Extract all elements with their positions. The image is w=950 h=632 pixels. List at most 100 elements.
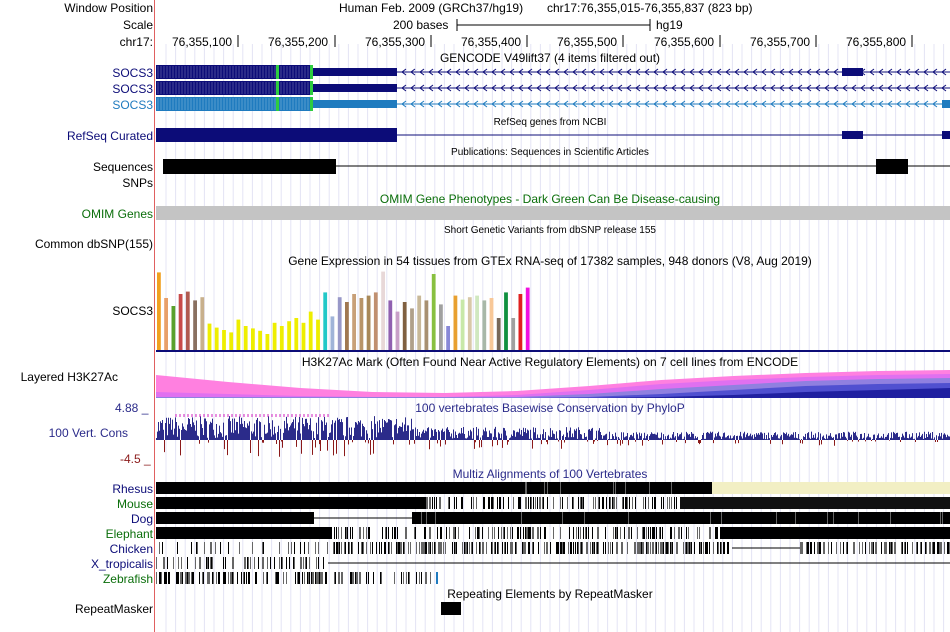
strand-arrow (527, 100, 533, 108)
strand-arrow (491, 84, 497, 92)
omim-track-label[interactable]: OMIM Genes (81, 207, 153, 221)
multiz-block (156, 512, 314, 524)
rmsk-track-label[interactable]: RepeatMasker (74, 602, 153, 616)
strand-arrow (536, 100, 542, 108)
strand-arrow (626, 84, 632, 92)
strand-arrow (662, 68, 668, 76)
multiz-species-label[interactable]: Rhesus (112, 482, 153, 496)
gtex-bar (171, 306, 176, 350)
strand-arrow (590, 84, 596, 92)
strand-arrow (824, 84, 830, 92)
strand-arrow (806, 68, 812, 76)
strand-arrow (518, 68, 524, 76)
multiz-track-title[interactable]: Multiz Alignments of 100 Vertebrates (452, 467, 648, 481)
strand-arrow (563, 68, 569, 76)
strand-arrow (923, 68, 929, 76)
multiz-species-label[interactable]: Mouse (116, 497, 153, 511)
dbsnp-track-title[interactable]: Short Genetic Variants from dbSNP releas… (444, 225, 656, 236)
h3k27ac-track-label[interactable]: Layered H3K27Ac (20, 370, 118, 384)
strand-arrow (482, 84, 488, 92)
gencode-transcript (156, 81, 950, 95)
strand-arrow (671, 84, 677, 92)
gencode-item-label[interactable]: SOCS3 (112, 82, 153, 96)
strand-arrow (599, 84, 605, 92)
gtex-bar (178, 294, 183, 350)
gtex-bar (193, 300, 197, 350)
multiz-species-label[interactable]: Zebrafish (102, 572, 153, 586)
strand-arrow (770, 84, 776, 92)
ruler-tick-label: 76,355,300 (365, 35, 426, 49)
gencode-track-title[interactable]: GENCODE V49lift37 (4 items filtered out) (439, 51, 661, 65)
cons-track-label[interactable]: 100 Vert. Cons (48, 426, 128, 440)
gtex-bar (352, 294, 356, 350)
multiz-block (680, 497, 950, 509)
scale-text: 200 bases (393, 18, 449, 32)
strand-arrow (815, 68, 821, 76)
strand-arrow (581, 68, 587, 76)
h3k27ac-layer (156, 388, 950, 398)
strand-arrow (455, 100, 461, 108)
strand-arrow (932, 84, 938, 92)
dbsnp-track-label[interactable]: Common dbSNP(155) (34, 237, 153, 251)
refseq-transcript (156, 128, 950, 142)
gtex-bar (301, 322, 306, 350)
strand-arrow (698, 84, 704, 92)
refseq-track-title[interactable]: RefSeq genes from NCBI (493, 117, 607, 128)
gtex-track-title[interactable]: Gene Expression in 54 tissues from GTEx … (288, 254, 812, 268)
cons-track-title[interactable]: 100 vertebrates Basewise Conservation by… (415, 401, 685, 415)
h3k27ac-track-title[interactable]: H3K27Ac Mark (Often Found Near Active Re… (301, 355, 799, 369)
strand-arrow (428, 100, 434, 108)
multiz-species-label[interactable]: Dog (130, 512, 153, 526)
strand-arrow (401, 68, 407, 76)
strand-arrow (788, 84, 794, 92)
strand-arrow (626, 100, 632, 108)
strand-arrow (806, 100, 812, 108)
strand-arrow (878, 68, 884, 76)
strand-arrow (617, 68, 623, 76)
strand-arrow (572, 68, 578, 76)
gtex-bar (402, 302, 407, 350)
pubs-block (876, 159, 908, 174)
gtex-track-label[interactable]: SOCS3 (112, 304, 153, 318)
strand-arrow (698, 100, 704, 108)
strand-arrow (554, 68, 560, 76)
strand-arrow (437, 84, 443, 92)
strand-arrow (761, 100, 767, 108)
refseq-track-label[interactable]: RefSeq Curated (66, 129, 153, 143)
multiz-rows (156, 482, 950, 584)
utr-exon (313, 100, 397, 108)
gtex-bar (424, 300, 429, 350)
gencode-item-label[interactable]: SOCS3 (112, 98, 153, 112)
rmsk-track-title[interactable]: Repeating Elements by RepeatMasker (447, 587, 653, 601)
gencode-transcript (156, 65, 950, 79)
strand-arrow (824, 100, 830, 108)
strand-arrow (662, 84, 668, 92)
strand-arrow (554, 100, 560, 108)
strand-arrow (833, 68, 839, 76)
gencode-item-label[interactable]: SOCS3 (112, 66, 153, 80)
strand-arrow (752, 100, 758, 108)
strand-arrow (878, 84, 884, 92)
strand-arrow (446, 68, 452, 76)
multiz-species-label[interactable]: Chicken (109, 542, 153, 556)
strand-arrow (518, 84, 524, 92)
strand-arrow (527, 68, 533, 76)
strand-arrow (707, 84, 713, 92)
gtex-bar (200, 297, 205, 350)
gtex-bar (207, 323, 212, 350)
strand-arrow (860, 84, 866, 92)
gtex-bar (337, 297, 342, 350)
ruler-tick-label: 76,355,700 (750, 35, 811, 49)
omim-track-title[interactable]: OMIM Gene Phenotypes - Dark Green Can Be… (379, 192, 721, 206)
pubs-track-title[interactable]: Publications: Sequences in Scientific Ar… (451, 147, 649, 158)
multiz-species-label[interactable]: Elephant (105, 527, 153, 541)
pubs-track-label[interactable]: Sequences (92, 160, 153, 174)
strand-arrow (608, 68, 614, 76)
multiz-species-label[interactable]: X_tropicalis (90, 557, 153, 571)
strand-arrow (689, 68, 695, 76)
strand-arrow (941, 68, 947, 76)
gtex-bar (251, 328, 255, 350)
snps-track-label[interactable]: SNPs (122, 176, 153, 190)
strand-arrow (455, 68, 461, 76)
